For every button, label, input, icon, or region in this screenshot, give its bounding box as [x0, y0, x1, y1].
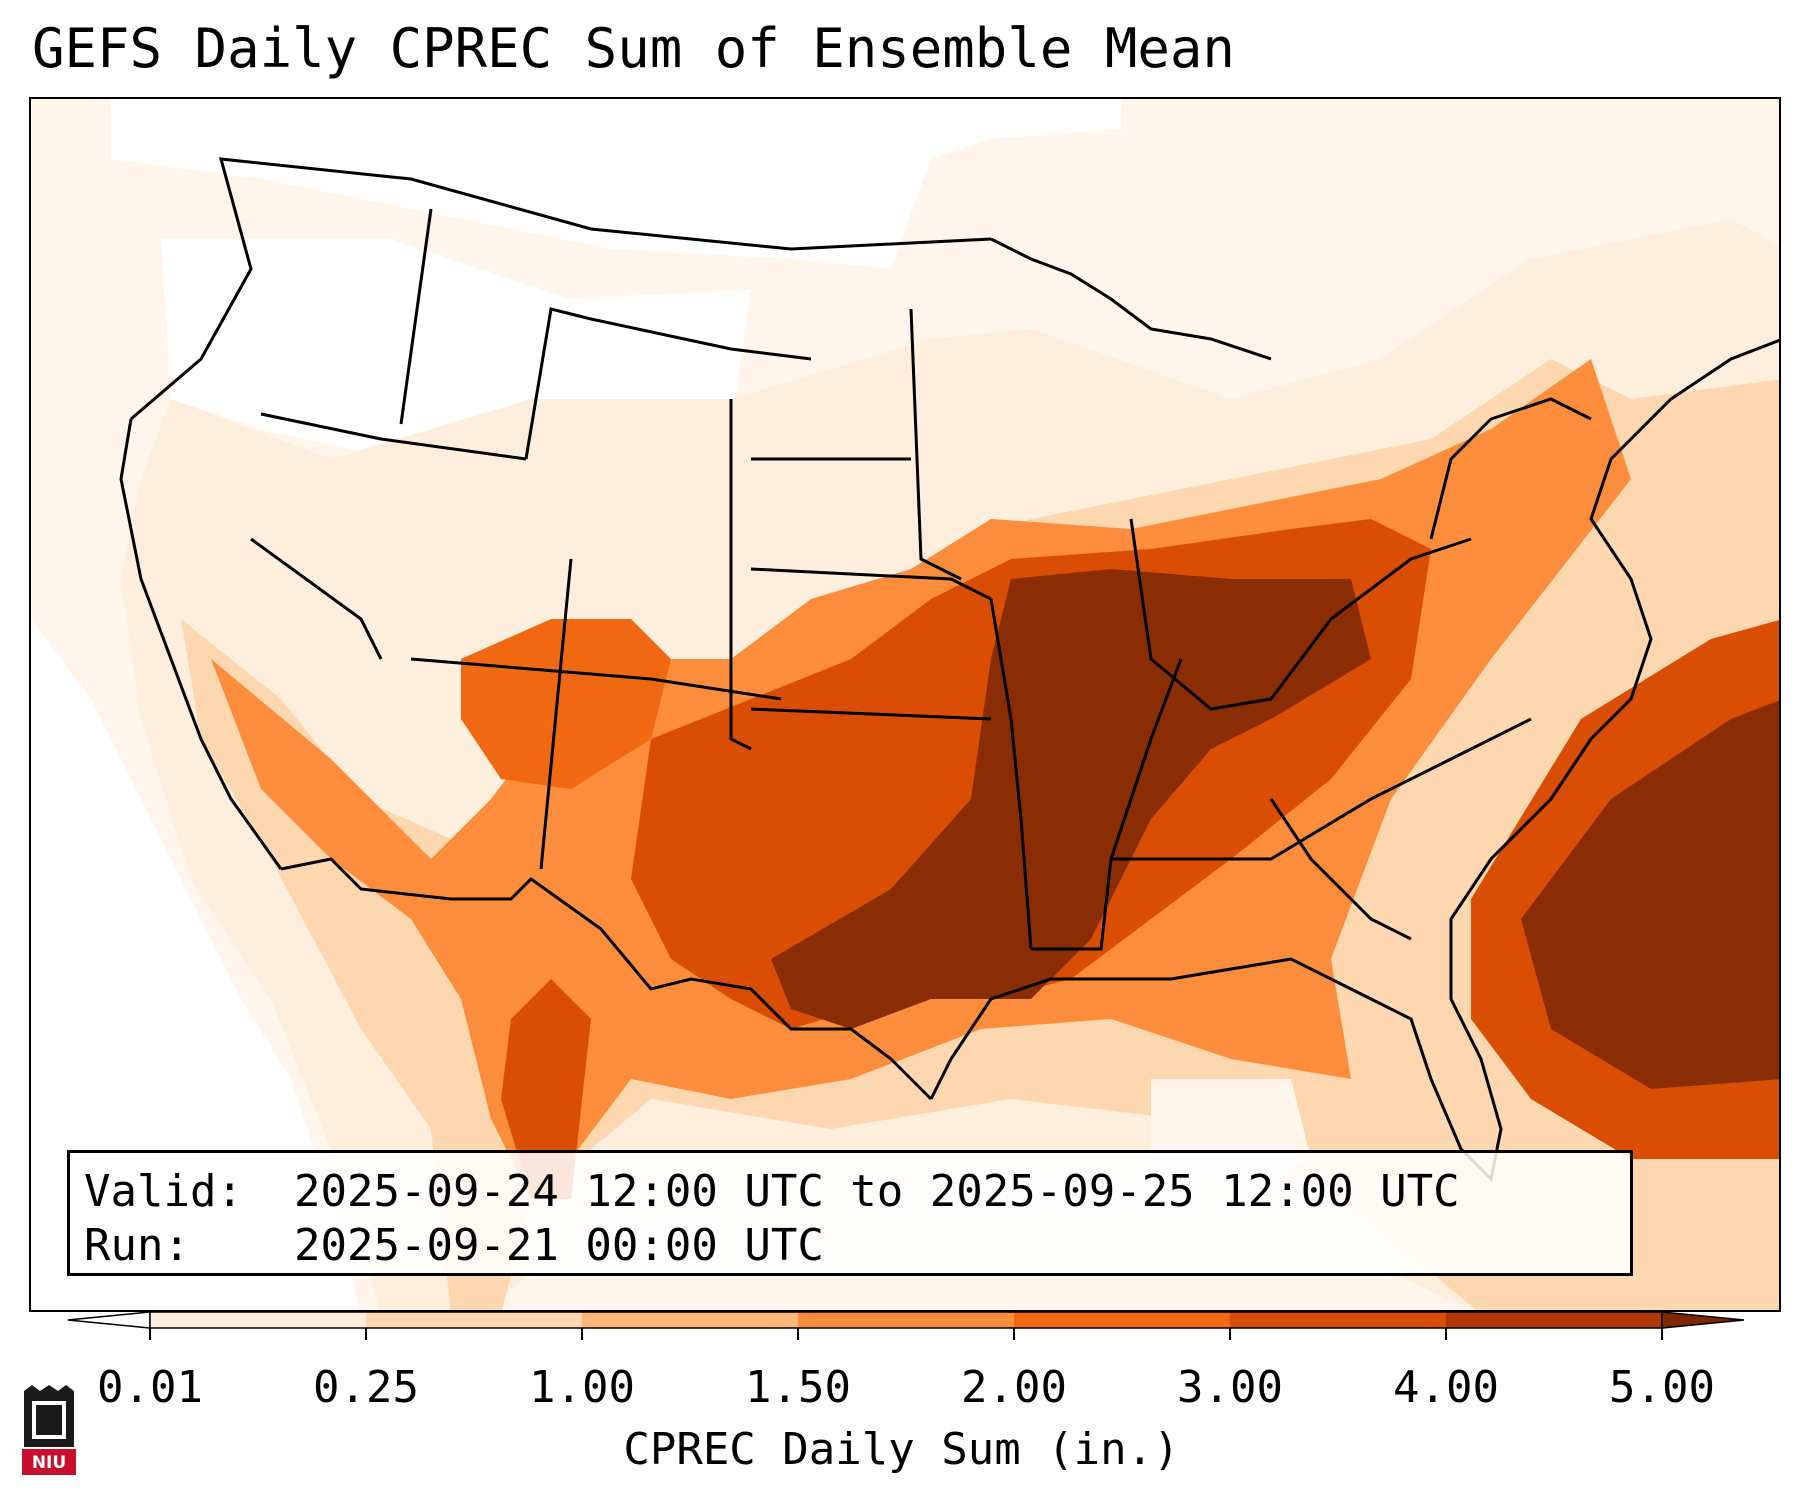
colorbar-tick-label: 0.01 — [97, 1362, 203, 1413]
political-boundaries — [119, 157, 1779, 1183]
us-mexico-border — [280, 857, 933, 1101]
atlantic-coast — [1429, 338, 1779, 1183]
pacific-coast — [119, 418, 283, 870]
colorbar-tick-label: 4.00 — [1393, 1362, 1499, 1413]
atlantic-extreme-core — [1521, 700, 1779, 1089]
chart-title: GEFS Daily CPREC Sum of Ensemble Mean — [32, 17, 1235, 80]
mexico-precip — [501, 979, 591, 1199]
ga-sc-border — [1269, 798, 1412, 941]
colorbar-tick-label: 0.25 — [313, 1362, 419, 1413]
colorbar-segments — [149, 1311, 1663, 1329]
map-panel — [29, 97, 1781, 1312]
niu-logo: NIU — [22, 1385, 76, 1475]
gulf-coast — [929, 957, 1433, 1100]
precip-map — [31, 99, 1779, 1310]
valid-run-info-box: Valid: 2025-09-24 12:00 UTC to 2025-09-25… — [67, 1150, 1633, 1276]
extreme-precip-core — [771, 569, 1371, 1029]
dry-zone-north — [111, 99, 1121, 269]
colorbar-segment — [366, 1312, 583, 1328]
colorbar-label: CPREC Daily Sum (in.) — [623, 1424, 1180, 1475]
valid-label: Valid: — [84, 1166, 243, 1217]
tn-nc-border — [1111, 717, 1532, 861]
ks-ne-border — [750, 567, 992, 601]
colorbar-tick-label: 5.00 — [1609, 1362, 1715, 1413]
valid-value: 2025-09-24 12:00 UTC to 2025-09-25 12:00… — [294, 1166, 1460, 1217]
colorbar-under-arrow — [67, 1311, 151, 1329]
co-east-border — [729, 399, 752, 751]
run-value: 2025-09-21 00:00 UTC — [294, 1220, 824, 1271]
colorbar-over-arrow — [1661, 1311, 1745, 1329]
us-canada-central-border — [990, 237, 1272, 361]
dry-zone-pacific — [31, 619, 360, 1310]
run-row: Run: 2025-09-21 00:00 UTC — [84, 1219, 1616, 1273]
colorbar-segment — [1230, 1312, 1447, 1328]
us-canada-west-border — [130, 157, 992, 421]
id-border — [399, 208, 433, 425]
colorbar-ticks — [149, 1328, 1663, 1340]
ut-az-border — [410, 657, 782, 701]
valid-row: Valid: 2025-09-24 12:00 UTC to 2025-09-25… — [84, 1165, 1616, 1219]
colorbar-tick-label: 1.00 — [529, 1362, 635, 1413]
colorbar-tick-label: 1.50 — [745, 1362, 851, 1413]
southwest-precip — [461, 619, 671, 789]
mo-ar-la-border — [989, 598, 1033, 950]
ohio-valley-border — [1129, 518, 1472, 711]
colorbar-segment — [150, 1312, 367, 1328]
or-ca-nv-border — [260, 412, 527, 461]
colorbar-segment — [582, 1312, 799, 1328]
colorbar-tick-label: 2.00 — [961, 1362, 1067, 1413]
ok-ks-border — [750, 707, 992, 721]
colorbar — [67, 1311, 1745, 1340]
wy-mt-border — [524, 307, 812, 460]
logo-text: NIU — [32, 1453, 66, 1473]
colorbar-tick-label: 3.00 — [1177, 1362, 1283, 1413]
colorbar-segment — [798, 1312, 1015, 1328]
mn-ia-border — [909, 308, 962, 581]
colorbar-segment — [1446, 1312, 1663, 1328]
logo-banner — [22, 1449, 76, 1475]
colorbar-segment — [1014, 1312, 1231, 1328]
run-label: Run: — [84, 1220, 190, 1271]
ny-pa-border — [1429, 397, 1592, 540]
ca-nv-border — [250, 537, 383, 660]
nm-az-border — [539, 558, 573, 870]
